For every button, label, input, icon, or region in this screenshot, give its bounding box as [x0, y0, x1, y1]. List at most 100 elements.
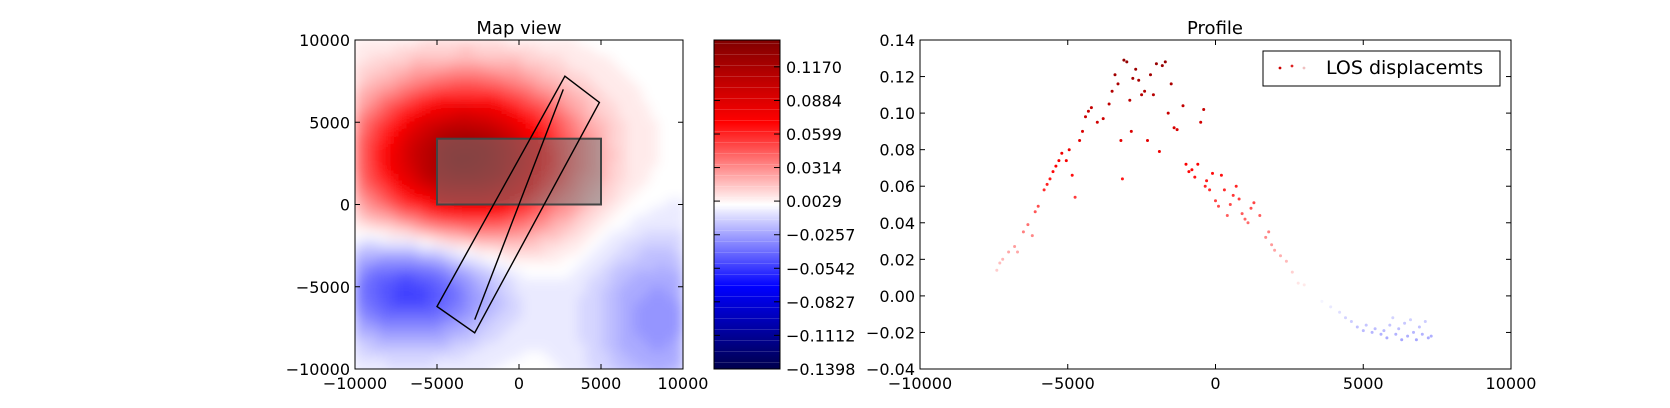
profile-point	[1397, 327, 1401, 331]
profile-point	[1219, 173, 1223, 177]
colorbar-tick-label: −0.0257	[786, 226, 855, 245]
profile-point	[1116, 82, 1120, 86]
legend: LOS displacemts	[1262, 50, 1501, 87]
profile-ytick-label: 0.12	[879, 68, 915, 87]
profile-point	[1349, 320, 1353, 323]
profile-point	[1364, 323, 1368, 327]
profile-point	[1101, 117, 1105, 121]
profile-background	[920, 40, 1511, 369]
profile-point	[995, 268, 999, 272]
profile-point	[1110, 89, 1114, 93]
profile-point	[1057, 159, 1061, 163]
profile-point	[1205, 179, 1209, 183]
profile-point	[1070, 173, 1074, 177]
profile-point	[1249, 206, 1253, 210]
profile-point	[1048, 177, 1052, 181]
fault-plane-rectangle	[436, 137, 602, 206]
profile-point	[1252, 201, 1256, 205]
profile-point	[1420, 332, 1424, 336]
profile-panel: Profile −10000 −5000 0 5000 10000 0.14 0.12 0.1…	[866, 18, 1536, 393]
profile-box	[436, 75, 601, 334]
map-overlay	[436, 75, 602, 334]
profile-point	[1033, 210, 1037, 214]
profile-centerline	[474, 89, 564, 320]
colorbar-tick-label: −0.1398	[786, 360, 855, 379]
profile-point	[1149, 73, 1152, 77]
profile-point	[1225, 214, 1229, 217]
profile-point	[1240, 212, 1244, 216]
profile-point	[1370, 330, 1374, 334]
profile-point	[1125, 60, 1129, 64]
profile-point	[1302, 283, 1306, 287]
map-ytick-label: 5000	[309, 113, 350, 132]
profile-point	[1388, 323, 1392, 327]
map-ytick-label: 0	[340, 196, 350, 215]
profile-point	[1417, 325, 1421, 329]
profile-ytick-label: 0.04	[879, 214, 915, 233]
colorbar-ticks: 0.1170 0.0884 0.0599 0.0314 0.0029 −0.0257 −0.…	[714, 58, 855, 379]
profile-point	[1021, 230, 1025, 234]
profile-point	[1026, 223, 1030, 227]
map-xtick-label: −10000	[323, 374, 387, 393]
profile-point	[1160, 64, 1164, 68]
map-title: Map view	[476, 18, 561, 39]
colorbar-frame	[713, 39, 781, 370]
profile-point	[1060, 151, 1064, 155]
legend-marker-3	[1302, 66, 1306, 70]
profile-point	[1175, 128, 1179, 132]
profile-ytick-label: 0.10	[879, 104, 915, 123]
profile-point	[1154, 62, 1158, 66]
profile-point	[1042, 188, 1046, 192]
profile-point	[1222, 188, 1226, 192]
profile-point	[1385, 336, 1389, 340]
colorbar-tick-label: −0.0827	[786, 293, 855, 312]
profile-point	[1264, 235, 1268, 239]
profile-point	[1228, 203, 1232, 206]
profile-point	[1081, 129, 1084, 133]
profile-xtick-label: 0	[1210, 374, 1220, 393]
profile-point	[1267, 230, 1271, 234]
profile-point	[1412, 330, 1415, 334]
profile-point	[1137, 78, 1141, 82]
legend-marker-2	[1290, 64, 1294, 68]
profile-ytick-label: 0.06	[879, 177, 915, 196]
profile-point	[1196, 162, 1200, 166]
profile-point	[1143, 89, 1147, 93]
profile-point	[1064, 159, 1068, 163]
profile-point	[1406, 334, 1410, 338]
profile-point	[1122, 58, 1126, 62]
profile-ytick-label: 0.00	[879, 287, 915, 306]
profile-point	[1379, 332, 1383, 336]
profile-axes: −10000 −5000 0 5000 10000 0.14 0.12 0.10 0.08 0.0…	[866, 31, 1536, 393]
profile-point	[1129, 129, 1133, 133]
profile-point	[1203, 184, 1207, 188]
colorbar-tick-label: −0.1112	[786, 326, 855, 345]
profile-point	[1172, 126, 1176, 130]
profile-title: Profile	[1187, 18, 1243, 39]
profile-point	[1202, 108, 1206, 111]
profile-point	[1311, 294, 1315, 298]
profile-point	[1084, 115, 1087, 119]
colorbar-tick-label: 0.0029	[786, 192, 842, 211]
field-cells	[355, 40, 683, 369]
map-xtick-label: 10000	[658, 374, 709, 393]
map-ytick-label: −10000	[286, 360, 350, 379]
profile-point	[1208, 188, 1212, 192]
profile-point	[1423, 320, 1427, 323]
profile-points	[995, 58, 1433, 342]
profile-point	[1258, 214, 1262, 217]
profile-point	[1140, 93, 1144, 97]
colorbar-tick-label: 0.0599	[786, 125, 842, 144]
profile-point	[1086, 109, 1090, 113]
profile-ytick-label: 0.08	[879, 141, 915, 160]
profile-ytick-label: −0.04	[866, 360, 915, 379]
profile-ytick-label: −0.02	[866, 323, 915, 342]
profile-xtick-label: −5000	[1041, 374, 1095, 393]
profile-point	[1013, 245, 1017, 248]
colorbar-tick-label: 0.0314	[786, 159, 842, 178]
map-axes: −10000 −5000 0 5000 10000 10000 5000 0 −5000 −100…	[286, 31, 709, 393]
profile-point	[1426, 336, 1430, 340]
profile-xtick-label: 10000	[1486, 374, 1537, 393]
profile-point	[1382, 329, 1386, 333]
